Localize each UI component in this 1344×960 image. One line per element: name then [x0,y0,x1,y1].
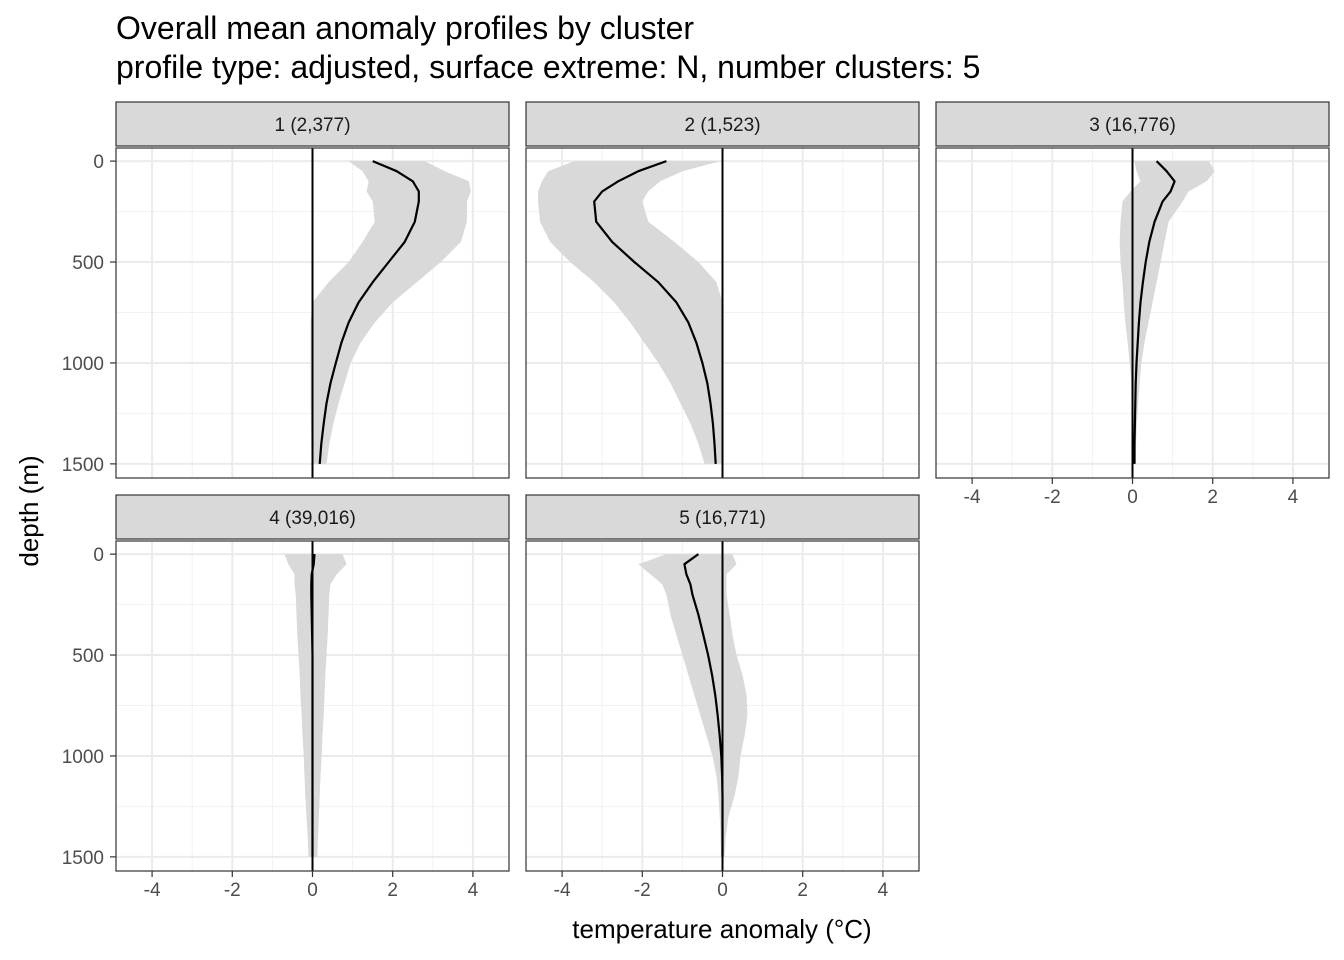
panel-2: 2 (1,523) [525,101,920,479]
uncertainty-ribbon [1119,161,1215,464]
x-tick-label: 0 [307,880,318,901]
y-tick-label: 500 [72,253,104,274]
facet-strip [525,101,920,147]
facet-strip-label: 3 (16,776) [1089,115,1176,136]
y-tick-label: 500 [72,646,104,667]
x-tick-label: -4 [964,487,981,508]
x-tick-label: -4 [554,880,571,901]
x-tick-label: 2 [387,880,398,901]
facet-strip [115,494,510,540]
facet-strip [935,101,1330,147]
x-axis-title: temperature anomaly (°C) [572,914,871,944]
panel-border [115,147,510,479]
x-tick-label: 0 [1127,487,1138,508]
y-tick-label: 0 [93,545,104,566]
x-tick-label: 4 [1288,487,1299,508]
mean-profile-line [593,160,717,464]
facet-panels: 1 (2,377) 0 500 1000 1500 2 (1,523) 3 (16,776)… [62,101,1330,901]
x-tick-label: 4 [468,880,479,901]
chart-title: Overall mean anomaly profiles by cluster [116,10,694,46]
panel-1: 1 (2,377) 0 500 1000 1500 [62,101,510,479]
panel-border [525,147,920,479]
mean-profile-line [1133,160,1176,464]
panel-3: 3 (16,776) -4 -2 0 2 4 [935,101,1330,508]
y-tick-label: 1500 [62,455,104,476]
x-tick-label: 0 [717,880,728,901]
panel-5: 5 (16,771) -4 -2 0 2 4 [525,494,920,901]
mean-profile-line [683,553,724,857]
uncertainty-ribbon [310,161,471,464]
chart-subtitle: profile type: adjusted, surface extreme:… [116,49,980,85]
panel-4: 4 (39,016) 0 500 1000 1500 -4 -2 0 2 4 [62,494,510,901]
facet-strip-label: 2 (1,523) [684,115,760,136]
mean-profile-line [318,160,420,464]
mean-profile-line [310,554,316,857]
y-tick-label: 0 [93,152,104,173]
x-tick-label: 2 [797,880,808,901]
y-tick-label: 1500 [62,848,104,869]
x-tick-label: -4 [144,880,161,901]
y-tick-label: 1000 [62,354,104,375]
facet-strip-label: 5 (16,771) [679,508,766,529]
x-tick-label: -2 [634,880,651,901]
uncertainty-ribbon [538,161,723,464]
facet-strip-label: 1 (2,377) [274,115,350,136]
x-tick-label: -2 [1044,487,1061,508]
uncertainty-ribbon [638,554,748,857]
uncertainty-ribbon [284,554,347,857]
y-tick-label: 1000 [62,747,104,768]
x-tick-label: -2 [224,880,241,901]
y-axis-title: depth (m) [14,455,44,566]
facet-strip [525,494,920,540]
x-tick-label: 4 [878,880,889,901]
facet-strip-label: 4 (39,016) [269,508,356,529]
x-tick-label: 2 [1207,487,1218,508]
facet-strip [115,101,510,147]
